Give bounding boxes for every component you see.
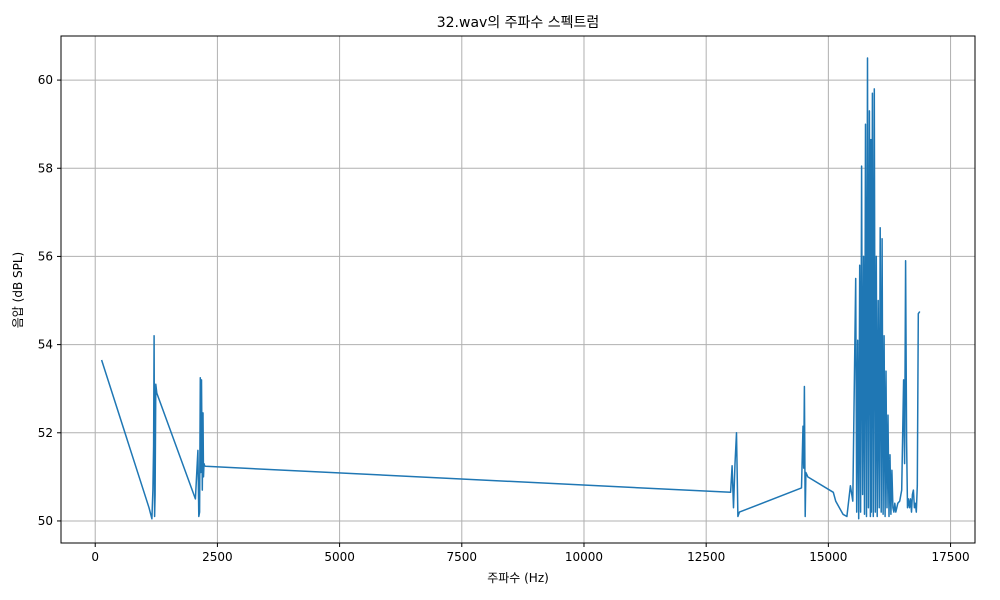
x-tick-label: 2500: [202, 550, 233, 564]
x-tick-label: 10000: [565, 550, 603, 564]
chart-title: 32.wav의 주파수 스펙트럼: [437, 15, 600, 31]
y-tick-label: 54: [38, 338, 53, 352]
series-layer: [100, 57, 921, 520]
plot-area: [61, 36, 975, 543]
y-tick-label: 50: [38, 514, 53, 528]
series-line-0: [100, 57, 921, 520]
x-tick-label: 12500: [687, 550, 725, 564]
x-tick-label: 17500: [931, 550, 969, 564]
y-tick-label: 56: [38, 249, 53, 263]
x-tick-label: 7500: [447, 550, 478, 564]
grid: [61, 36, 975, 543]
plot-frame: [60, 35, 976, 544]
y-tick-label: 52: [38, 426, 53, 440]
y-tick-label: 60: [38, 73, 53, 87]
x-tick-label: 0: [91, 550, 99, 564]
x-tick-label: 5000: [324, 550, 355, 564]
y-tick-label: 58: [38, 161, 53, 175]
x-axis-label: 주파수 (Hz): [487, 571, 549, 585]
x-tick-label: 15000: [809, 550, 847, 564]
y-axis: 50 52 54 56 58 60: [38, 73, 61, 528]
x-axis: 0 2500 5000 7500 10000 12500 15000 17500: [91, 543, 970, 564]
y-axis-label: 음압 (dB SPL): [11, 252, 25, 328]
